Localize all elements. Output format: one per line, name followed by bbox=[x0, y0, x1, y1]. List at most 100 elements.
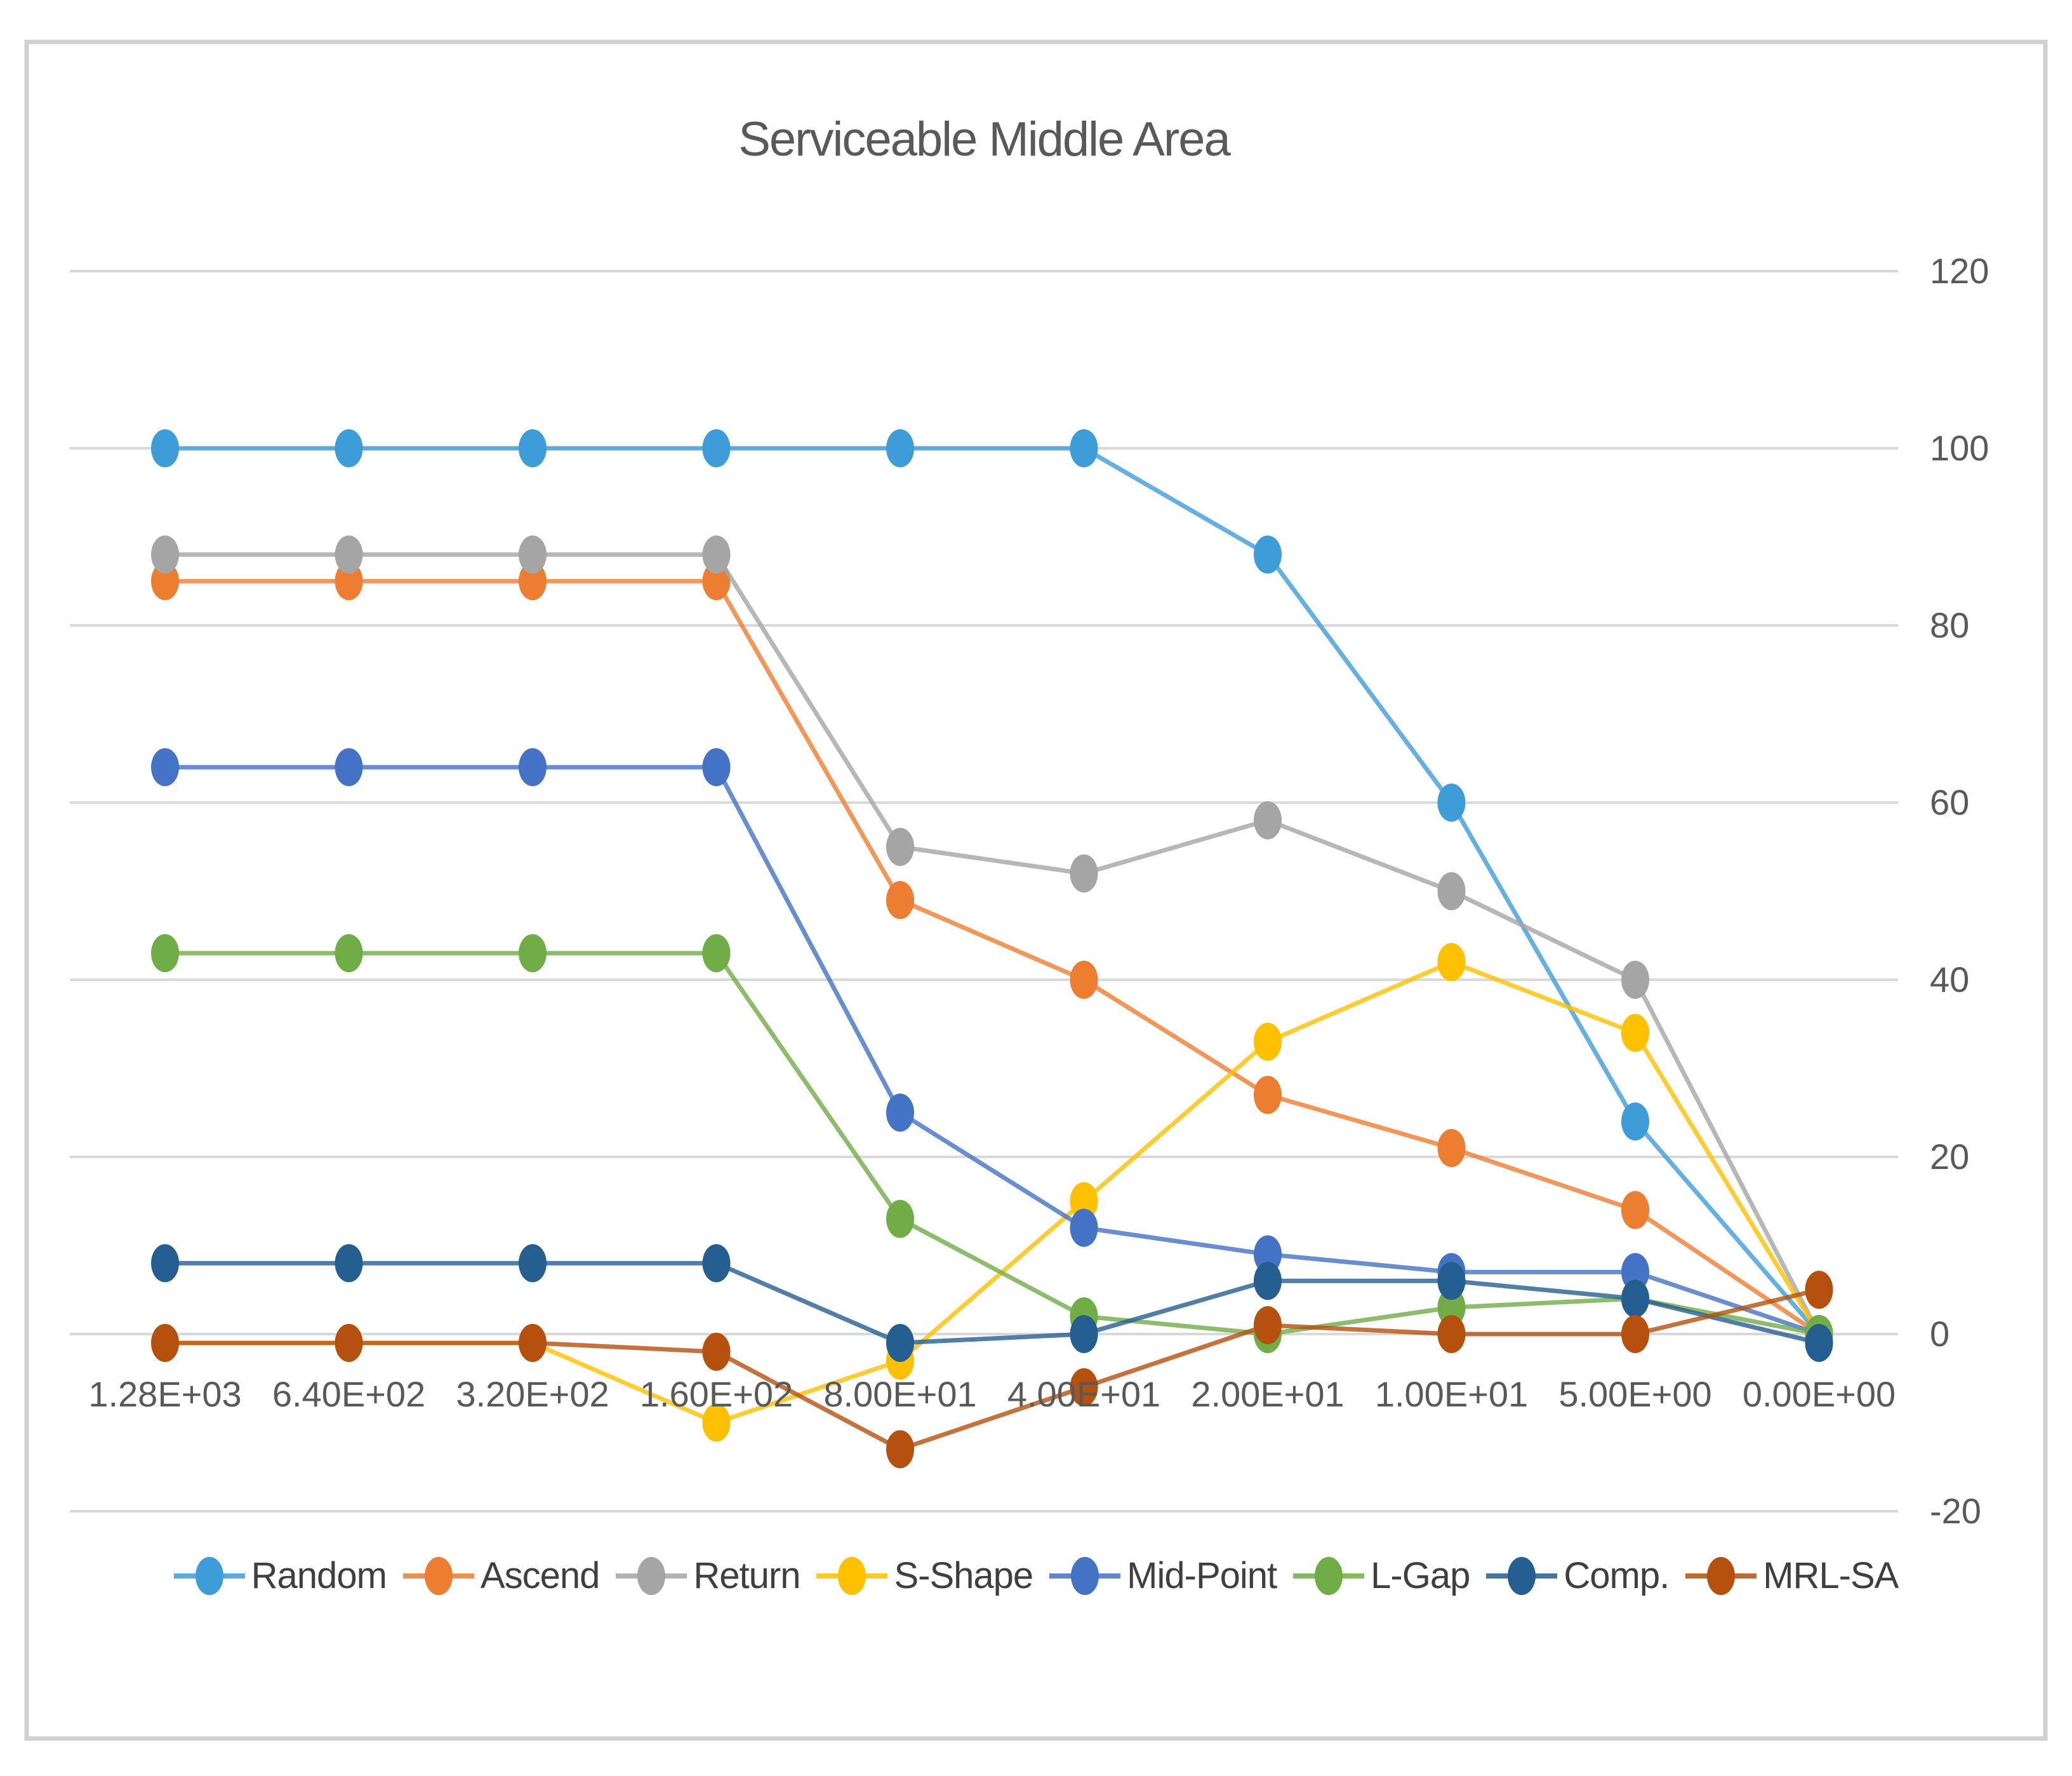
x-axis-tick-labels: 1.28E+03 6.40E+02 3.20E+02 1.60E+02 8.00E+01… bbox=[88, 1374, 1896, 1414]
legend-label: Random bbox=[251, 1555, 387, 1596]
data-point-mrl-sa-4 bbox=[886, 1430, 914, 1469]
y-tick-label: 100 bbox=[1930, 428, 1989, 468]
series-line-random bbox=[165, 446, 1821, 1336]
data-point-ascend-0 bbox=[151, 562, 179, 601]
data-point-return-7 bbox=[1437, 872, 1466, 911]
data-point-return-5 bbox=[1070, 854, 1098, 893]
legend-dot bbox=[1707, 1556, 1736, 1595]
data-point-comp.-5 bbox=[1070, 1315, 1098, 1353]
data-series bbox=[151, 429, 1833, 1469]
y-axis-tick-labels: 120 100 80 60 40 20 0 -20 bbox=[1930, 251, 1989, 1531]
legend-marker-icon bbox=[173, 1556, 245, 1595]
data-point-comp.-4 bbox=[886, 1323, 914, 1362]
data-point-mid-point-2 bbox=[519, 748, 547, 787]
y-tick-label: 60 bbox=[1930, 782, 1969, 822]
legend-item-return: Return bbox=[616, 1554, 800, 1597]
legend-marker-icon bbox=[1293, 1556, 1365, 1595]
data-point-s-shape-7 bbox=[1437, 943, 1466, 982]
data-point-random-4 bbox=[886, 429, 914, 467]
legend-marker-icon bbox=[616, 1556, 687, 1595]
legend-label: L-Gap bbox=[1371, 1555, 1470, 1596]
data-point-ascend-5 bbox=[1070, 961, 1098, 999]
data-point-l-gap-1 bbox=[335, 934, 363, 973]
y-tick-label: 80 bbox=[1930, 605, 1969, 645]
series-line-mid-point bbox=[165, 764, 1820, 1337]
x-tick-label: 8.00E+01 bbox=[823, 1374, 976, 1414]
data-point-s-shape-8 bbox=[1621, 1013, 1649, 1052]
legend-dot bbox=[838, 1556, 867, 1595]
data-point-mid-point-6 bbox=[1254, 1235, 1282, 1274]
data-point-return-3 bbox=[702, 535, 731, 574]
chart-title: Serviceable Middle Area bbox=[738, 112, 1231, 166]
legend-dot bbox=[637, 1556, 666, 1595]
legend-item-random: Random bbox=[173, 1554, 387, 1597]
legend-item-s-shape: S-Shape bbox=[816, 1554, 1033, 1597]
y-tick-label: -20 bbox=[1930, 1491, 1981, 1531]
data-point-ascend-6 bbox=[1254, 1076, 1282, 1114]
data-point-mrl-sa-6 bbox=[1254, 1306, 1282, 1345]
legend-label: Return bbox=[693, 1555, 800, 1596]
chart-legend: Random Ascend Return S-Shape Mid-Point L-Gap C… bbox=[0, 1554, 2072, 1597]
data-point-return-8 bbox=[1621, 961, 1649, 999]
data-point-comp.-2 bbox=[519, 1244, 547, 1283]
legend-label: Ascend bbox=[480, 1555, 600, 1596]
data-point-comp.-6 bbox=[1254, 1262, 1282, 1300]
data-point-ascend-1 bbox=[335, 562, 363, 601]
legend-dot bbox=[1315, 1556, 1343, 1595]
series-line-s-shape bbox=[165, 959, 1821, 1425]
data-point-l-gap-2 bbox=[519, 934, 547, 973]
y-tick-label: 20 bbox=[1930, 1137, 1969, 1177]
data-point-random-7 bbox=[1437, 784, 1466, 822]
data-point-comp.-8 bbox=[1621, 1279, 1649, 1318]
x-tick-label: 1.60E+02 bbox=[640, 1374, 793, 1414]
series-line-ascend bbox=[165, 578, 1821, 1336]
x-tick-label: 4.00E+01 bbox=[1007, 1374, 1160, 1414]
legend-marker-icon bbox=[1486, 1556, 1558, 1595]
data-point-comp.-7 bbox=[1437, 1262, 1466, 1300]
y-tick-label: 0 bbox=[1930, 1314, 1949, 1354]
data-point-l-gap-3 bbox=[702, 934, 731, 973]
data-point-s-shape-6 bbox=[1254, 1022, 1282, 1061]
x-tick-label: 1.00E+01 bbox=[1375, 1374, 1528, 1414]
legend-item-mid-point: Mid-Point bbox=[1049, 1554, 1277, 1597]
data-point-comp.-0 bbox=[151, 1244, 179, 1283]
legend-item-mrl-sa: MRL-SA bbox=[1685, 1554, 1899, 1597]
data-point-ascend-8 bbox=[1621, 1191, 1649, 1229]
data-point-mrl-sa-2 bbox=[519, 1323, 547, 1362]
x-tick-label: 1.28E+03 bbox=[88, 1374, 241, 1414]
data-point-return-2 bbox=[519, 535, 547, 574]
data-point-mrl-sa-8 bbox=[1621, 1315, 1649, 1353]
x-tick-label: 6.40E+02 bbox=[272, 1374, 425, 1414]
legend-dot bbox=[1071, 1556, 1099, 1595]
data-point-comp.-3 bbox=[702, 1244, 731, 1283]
data-point-mid-point-5 bbox=[1070, 1208, 1098, 1247]
data-point-return-1 bbox=[335, 535, 363, 574]
legend-marker-icon bbox=[402, 1556, 474, 1595]
legend-item-l-gap: L-Gap bbox=[1293, 1554, 1470, 1597]
data-point-mrl-sa-3 bbox=[702, 1332, 731, 1371]
data-point-l-gap-4 bbox=[886, 1199, 914, 1238]
legend-dot bbox=[424, 1556, 453, 1595]
data-point-mrl-sa-5 bbox=[1070, 1368, 1098, 1406]
legend-item-comp.: Comp. bbox=[1486, 1554, 1670, 1597]
data-point-random-0 bbox=[151, 429, 179, 467]
data-point-s-shape-3 bbox=[702, 1403, 731, 1442]
x-tick-label: 5.00E+00 bbox=[1558, 1374, 1711, 1414]
data-point-mid-point-0 bbox=[151, 748, 179, 787]
data-point-ascend-2 bbox=[519, 562, 547, 601]
series-line-l-gap bbox=[165, 951, 1820, 1337]
data-point-mid-point-8 bbox=[1621, 1253, 1649, 1292]
legend-marker-icon bbox=[816, 1556, 888, 1595]
series-line-return bbox=[165, 552, 1821, 1335]
data-point-mid-point-4 bbox=[886, 1093, 914, 1132]
data-point-mrl-sa-0 bbox=[151, 1323, 179, 1362]
chart-frame bbox=[24, 39, 2048, 1741]
data-point-mid-point-1 bbox=[335, 748, 363, 787]
x-tick-label: 3.20E+02 bbox=[456, 1374, 609, 1414]
data-point-ascend-7 bbox=[1437, 1129, 1466, 1168]
legend-dot bbox=[1508, 1556, 1536, 1595]
data-point-random-1 bbox=[335, 429, 363, 467]
legend-label: Comp. bbox=[1564, 1555, 1670, 1596]
data-point-l-gap-0 bbox=[151, 934, 179, 973]
data-point-random-6 bbox=[1254, 535, 1282, 574]
